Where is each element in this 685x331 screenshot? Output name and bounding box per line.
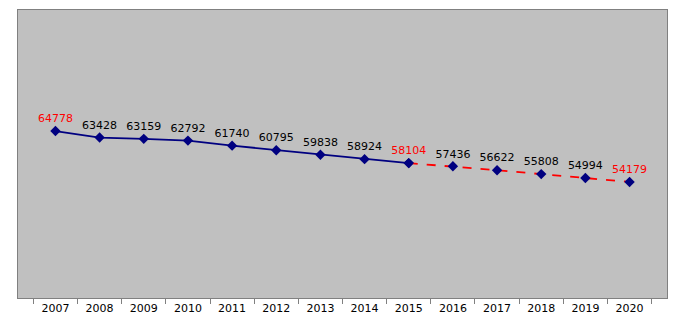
svg-text:58104: 58104	[391, 144, 426, 157]
svg-text:2008: 2008	[86, 302, 114, 315]
svg-text:2011: 2011	[218, 302, 246, 315]
svg-text:58924: 58924	[347, 140, 382, 153]
svg-text:2013: 2013	[306, 302, 334, 315]
svg-text:63159: 63159	[126, 120, 161, 133]
svg-text:2009: 2009	[130, 302, 158, 315]
svg-text:2016: 2016	[439, 302, 467, 315]
svg-text:2014: 2014	[351, 302, 379, 315]
svg-text:59838: 59838	[303, 136, 338, 149]
svg-text:64778: 64778	[38, 112, 73, 125]
svg-text:55808: 55808	[524, 155, 559, 168]
svg-text:2020: 2020	[616, 302, 644, 315]
svg-text:2010: 2010	[174, 302, 202, 315]
svg-text:2019: 2019	[571, 302, 599, 315]
svg-text:61740: 61740	[215, 127, 250, 140]
svg-text:62792: 62792	[170, 122, 205, 135]
svg-text:2012: 2012	[262, 302, 290, 315]
svg-text:2015: 2015	[395, 302, 423, 315]
svg-text:2018: 2018	[527, 302, 555, 315]
svg-text:2007: 2007	[41, 302, 69, 315]
svg-text:63428: 63428	[82, 119, 117, 132]
svg-text:57436: 57436	[435, 148, 470, 161]
svg-text:56622: 56622	[480, 151, 515, 164]
svg-text:54179: 54179	[612, 163, 647, 176]
svg-text:54994: 54994	[568, 159, 603, 172]
svg-text:2017: 2017	[483, 302, 511, 315]
svg-text:60795: 60795	[259, 131, 294, 144]
